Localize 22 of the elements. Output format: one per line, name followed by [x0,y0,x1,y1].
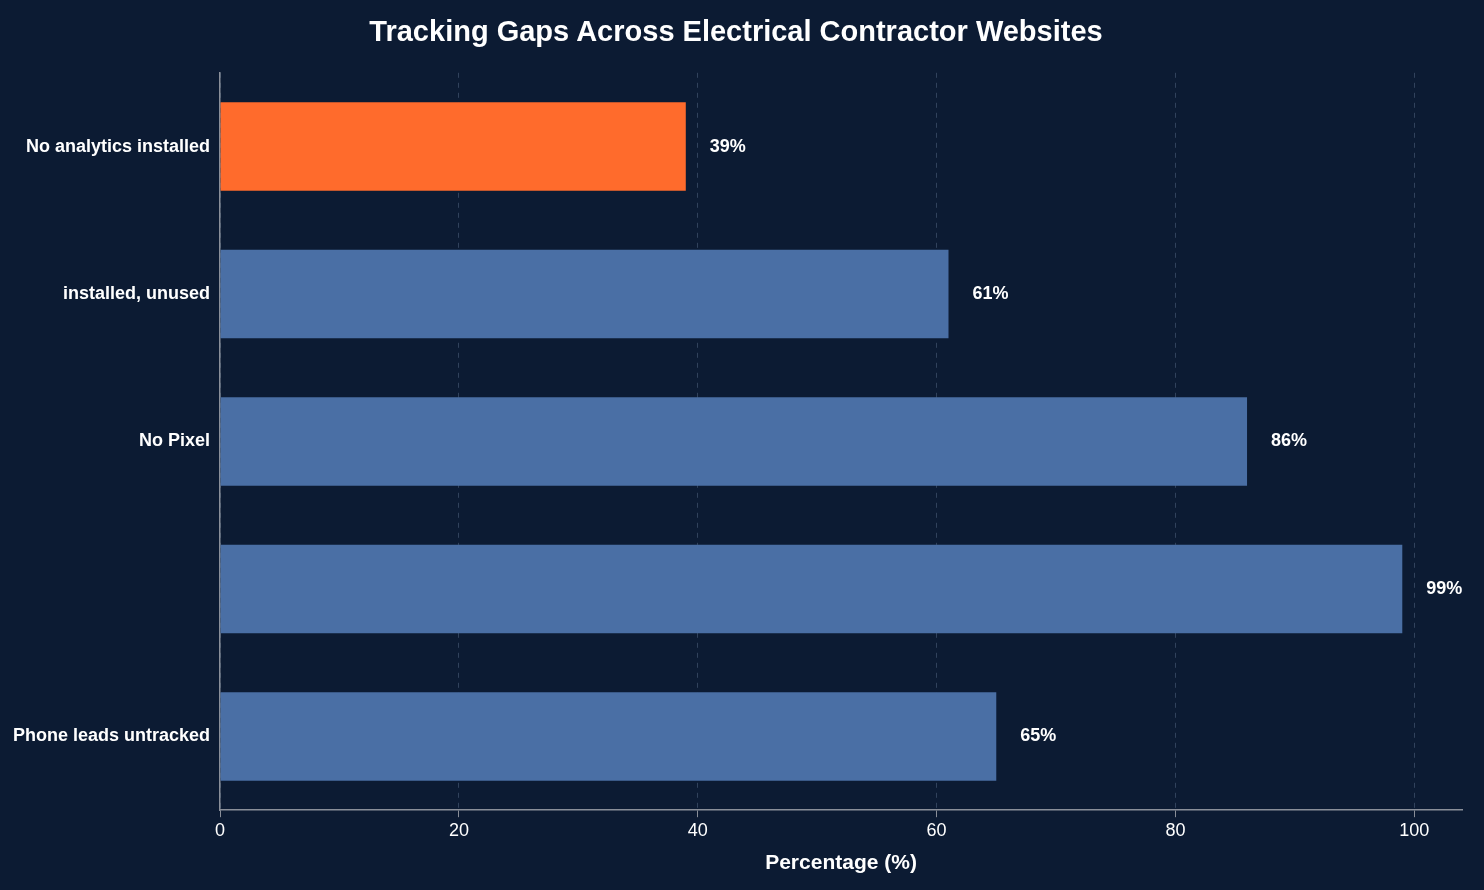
bar [220,692,997,781]
data-label: 61% [972,282,1009,303]
x-tick-label: 100 [1399,819,1430,840]
x-tick-label: 80 [1165,819,1186,840]
y-tick-label: installed, unused [63,282,211,303]
data-label: 39% [709,135,746,156]
chart-title: Tracking Gaps Across Electrical Contractor Websites [369,15,1103,48]
y-tick-label: Phone leads untracked [13,725,211,746]
bar [220,544,1403,634]
x-tick-label: 40 [687,819,708,840]
y-tick-label: No analytics installed [26,135,211,156]
x-tick-label: 20 [448,819,469,840]
x-tick-label: 0 [215,819,226,840]
data-label: 86% [1271,430,1308,451]
x-tick-label: 60 [926,819,947,840]
data-label: 99% [1426,577,1463,598]
data-label: 65% [1020,725,1057,746]
bar [220,249,949,339]
x-axis-title: Percentage (%) [765,850,917,874]
bar [220,397,1248,486]
bar [220,102,686,191]
y-tick-label: No Pixel [139,430,211,451]
